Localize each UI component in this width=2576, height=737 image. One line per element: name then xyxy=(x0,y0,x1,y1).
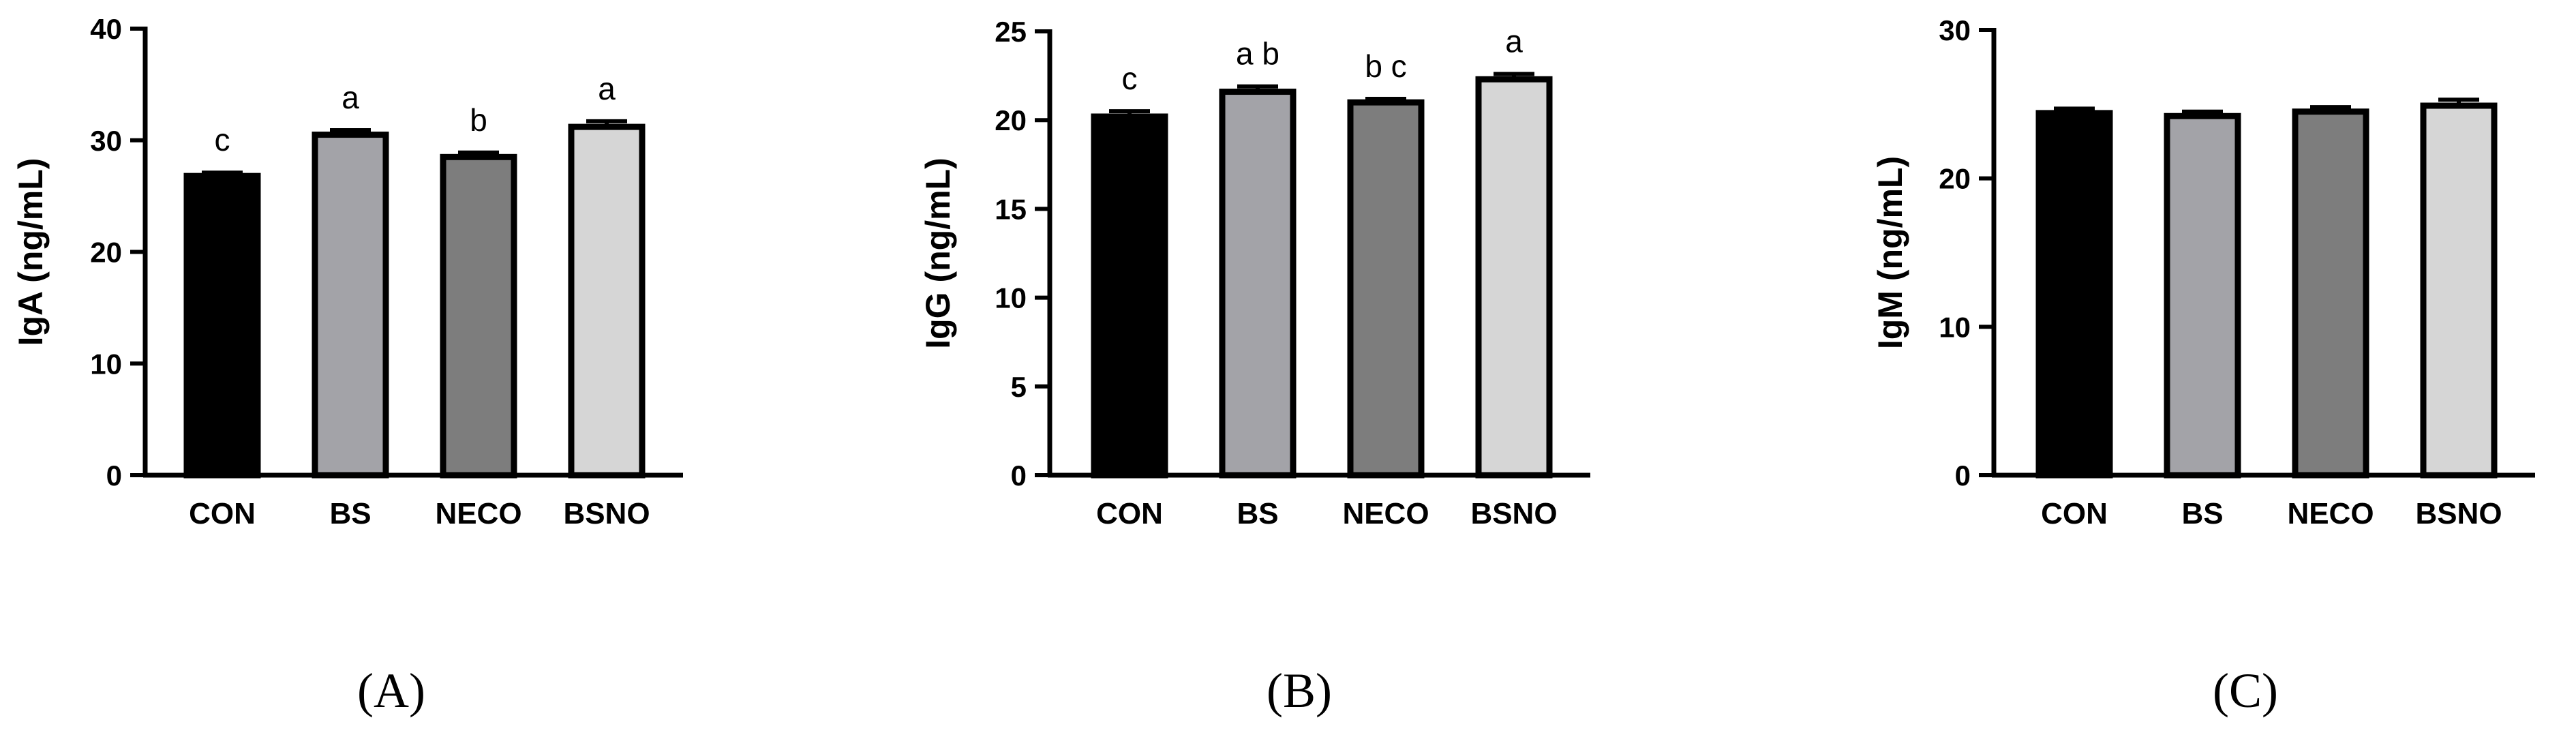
category-label-bsno: BSNO xyxy=(563,497,650,530)
y-tick-label: 30 xyxy=(90,125,122,157)
significance-label-bs: a b xyxy=(1236,36,1279,72)
bar-bsno xyxy=(1475,76,1553,479)
panel-label: (B) xyxy=(1267,663,1332,718)
significance-label-bs: a xyxy=(342,80,359,115)
bar-bs xyxy=(2164,112,2241,479)
y-axis-title: IgA (ng/mL) xyxy=(12,158,50,346)
y-tick-label: 25 xyxy=(995,16,1027,48)
significance-label-con: c xyxy=(1122,61,1138,96)
y-tick-label: 10 xyxy=(995,282,1027,314)
bar-bs xyxy=(312,132,389,479)
panel-a: c CON a BS b NECO a BSNO 0 10 20 30 40 IgA (ng/mL) (A) xyxy=(12,13,683,718)
y-tick-label: 20 xyxy=(1939,163,1971,195)
y-tick-label: 10 xyxy=(1939,311,1971,343)
bar-neco xyxy=(2292,108,2369,479)
y-tick-label: 10 xyxy=(90,348,122,380)
y-tick-label: 20 xyxy=(995,104,1027,136)
category-label-neco: NECO xyxy=(435,497,521,530)
category-label-con: CON xyxy=(1096,497,1163,530)
y-tick-label: 40 xyxy=(90,13,122,45)
panel-b: c CON a b BS b c NECO a BSNO 0 5 10 15 20 25 IgG (ng/m… xyxy=(919,16,1590,718)
y-axis-title: IgG (ng/mL) xyxy=(919,157,957,349)
y-tick-label: 20 xyxy=(90,237,122,269)
bar-neco xyxy=(1347,99,1425,479)
y-tick-label: 0 xyxy=(1955,460,1971,492)
y-tick-label: 15 xyxy=(995,193,1027,225)
y-tick-label: 30 xyxy=(1939,14,1971,46)
significance-label-bsno: a xyxy=(1505,23,1523,59)
category-label-bs: BS xyxy=(1237,497,1278,530)
y-tick-label: 0 xyxy=(106,460,122,492)
bar-bsno xyxy=(2420,102,2498,479)
bar-bs xyxy=(1219,89,1297,479)
category-label-bsno: BSNO xyxy=(2415,497,2502,530)
bar-neco xyxy=(440,153,517,479)
y-tick-label: 5 xyxy=(1011,371,1027,403)
significance-label-con: c xyxy=(215,122,230,157)
y-axis-title: IgM (ng/mL) xyxy=(1871,156,1909,349)
panel-label: (C) xyxy=(2213,663,2278,718)
category-label-bsno: BSNO xyxy=(1470,497,1557,530)
bar-con xyxy=(2035,110,2113,479)
category-label-con: CON xyxy=(189,497,256,530)
bar-bsno xyxy=(568,123,646,479)
significance-label-neco: b xyxy=(470,102,487,138)
bar-con xyxy=(1091,113,1168,479)
category-label-bs: BS xyxy=(2181,497,2223,530)
panel-c: CON BS NECO BSNO 0 10 20 30 IgM (ng/mL) (C) xyxy=(1871,14,2535,718)
category-label-neco: NECO xyxy=(1342,497,1429,530)
category-label-bs: BS xyxy=(329,497,371,530)
significance-label-neco: b c xyxy=(1365,48,1406,84)
category-label-con: CON xyxy=(2041,497,2108,530)
bar-con xyxy=(183,172,261,479)
significance-label-bsno: a xyxy=(598,71,616,106)
panel-label: (A) xyxy=(357,663,425,718)
category-label-neco: NECO xyxy=(2287,497,2374,530)
y-tick-label: 0 xyxy=(1011,460,1027,492)
